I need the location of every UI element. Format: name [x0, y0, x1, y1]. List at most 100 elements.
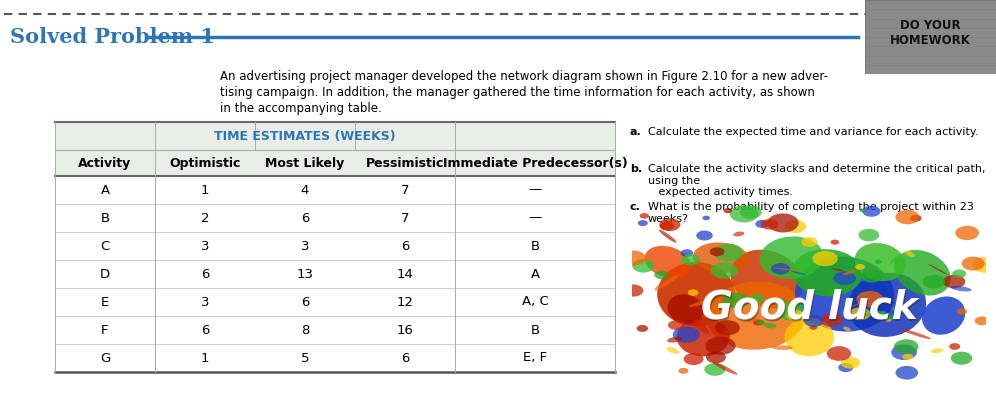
- Circle shape: [683, 353, 703, 365]
- Text: 7: 7: [400, 183, 409, 197]
- Text: 8: 8: [301, 323, 309, 337]
- Ellipse shape: [889, 253, 901, 265]
- Circle shape: [623, 284, 643, 297]
- Circle shape: [659, 218, 680, 231]
- Circle shape: [975, 316, 989, 325]
- Ellipse shape: [873, 312, 886, 316]
- Circle shape: [761, 219, 778, 229]
- Circle shape: [659, 222, 674, 230]
- Text: Pessimistic: Pessimistic: [366, 157, 444, 169]
- Ellipse shape: [928, 264, 948, 275]
- Circle shape: [834, 272, 856, 285]
- Text: 4: 4: [301, 183, 309, 197]
- Ellipse shape: [659, 230, 676, 243]
- Circle shape: [859, 229, 879, 241]
- Text: A: A: [101, 183, 110, 197]
- Text: 13: 13: [297, 267, 314, 281]
- Text: Optimistic: Optimistic: [169, 157, 241, 169]
- Circle shape: [891, 344, 917, 360]
- Ellipse shape: [764, 323, 777, 328]
- Text: 1: 1: [201, 183, 209, 197]
- Text: An advertising project manager developed the network diagram shown in Figure 2.1: An advertising project manager developed…: [220, 70, 828, 83]
- Text: C: C: [101, 239, 110, 253]
- Ellipse shape: [772, 345, 793, 350]
- Circle shape: [749, 294, 765, 304]
- Circle shape: [755, 220, 769, 228]
- Text: in the accompanying table.: in the accompanying table.: [220, 102, 381, 115]
- Circle shape: [856, 264, 865, 270]
- Circle shape: [672, 326, 700, 343]
- Circle shape: [820, 313, 843, 327]
- Text: 3: 3: [201, 295, 209, 309]
- Circle shape: [857, 291, 883, 307]
- Ellipse shape: [693, 243, 749, 273]
- Circle shape: [831, 239, 840, 245]
- Text: E, F: E, F: [523, 351, 547, 365]
- Circle shape: [696, 230, 713, 241]
- Circle shape: [861, 269, 882, 283]
- Circle shape: [767, 213, 799, 232]
- Text: —: —: [528, 211, 542, 225]
- Text: 6: 6: [301, 211, 309, 225]
- Text: 2: 2: [201, 211, 209, 225]
- Text: What is the probability of completing the project within 23 weeks?: What is the probability of completing th…: [648, 202, 974, 224]
- Circle shape: [956, 308, 967, 315]
- Text: 16: 16: [396, 323, 413, 337]
- Circle shape: [706, 351, 726, 363]
- Text: B: B: [531, 323, 540, 337]
- Text: 7: 7: [400, 211, 409, 225]
- Text: 1: 1: [201, 351, 209, 365]
- Circle shape: [779, 299, 786, 304]
- Text: Activity: Activity: [79, 157, 131, 169]
- Text: a.: a.: [630, 127, 641, 137]
- Circle shape: [702, 215, 710, 220]
- Circle shape: [668, 320, 684, 330]
- Ellipse shape: [900, 329, 931, 339]
- Text: B: B: [531, 239, 540, 253]
- Circle shape: [711, 262, 738, 279]
- Circle shape: [724, 208, 732, 213]
- Ellipse shape: [667, 337, 682, 342]
- Text: D: D: [100, 267, 111, 281]
- Circle shape: [850, 307, 871, 320]
- Text: E: E: [101, 295, 110, 309]
- Text: A: A: [531, 267, 540, 281]
- Ellipse shape: [844, 327, 851, 331]
- Text: DO YOUR
HOMEWORK: DO YOUR HOMEWORK: [889, 19, 971, 47]
- Text: 3: 3: [201, 239, 209, 253]
- Bar: [55, 122, 615, 150]
- Text: c.: c.: [630, 202, 640, 212]
- Text: Good luck: Good luck: [701, 288, 917, 326]
- Circle shape: [714, 244, 743, 261]
- Ellipse shape: [843, 270, 858, 275]
- Circle shape: [787, 310, 805, 321]
- Circle shape: [895, 366, 918, 379]
- Circle shape: [785, 220, 807, 233]
- Circle shape: [622, 250, 646, 266]
- Circle shape: [885, 318, 891, 322]
- Text: 5: 5: [301, 351, 309, 365]
- Circle shape: [757, 320, 765, 325]
- Circle shape: [951, 352, 972, 365]
- Text: TIME ESTIMATES (WEEKS): TIME ESTIMATES (WEEKS): [214, 129, 395, 143]
- Ellipse shape: [832, 268, 844, 272]
- Ellipse shape: [706, 281, 806, 350]
- Ellipse shape: [712, 362, 737, 375]
- Circle shape: [973, 257, 996, 273]
- Text: Solved Problem 1: Solved Problem 1: [10, 27, 215, 47]
- Circle shape: [636, 325, 648, 332]
- Circle shape: [776, 302, 808, 321]
- Text: Immediate Predecessor(s): Immediate Predecessor(s): [442, 157, 627, 169]
- Ellipse shape: [785, 318, 834, 356]
- Circle shape: [740, 206, 762, 219]
- Circle shape: [654, 270, 668, 279]
- Circle shape: [678, 368, 688, 374]
- Text: —: —: [528, 183, 542, 197]
- Text: b.: b.: [630, 164, 642, 174]
- Ellipse shape: [760, 236, 824, 279]
- Ellipse shape: [950, 286, 972, 292]
- Circle shape: [827, 287, 842, 296]
- Ellipse shape: [657, 262, 735, 326]
- Ellipse shape: [792, 249, 863, 296]
- Circle shape: [804, 315, 824, 327]
